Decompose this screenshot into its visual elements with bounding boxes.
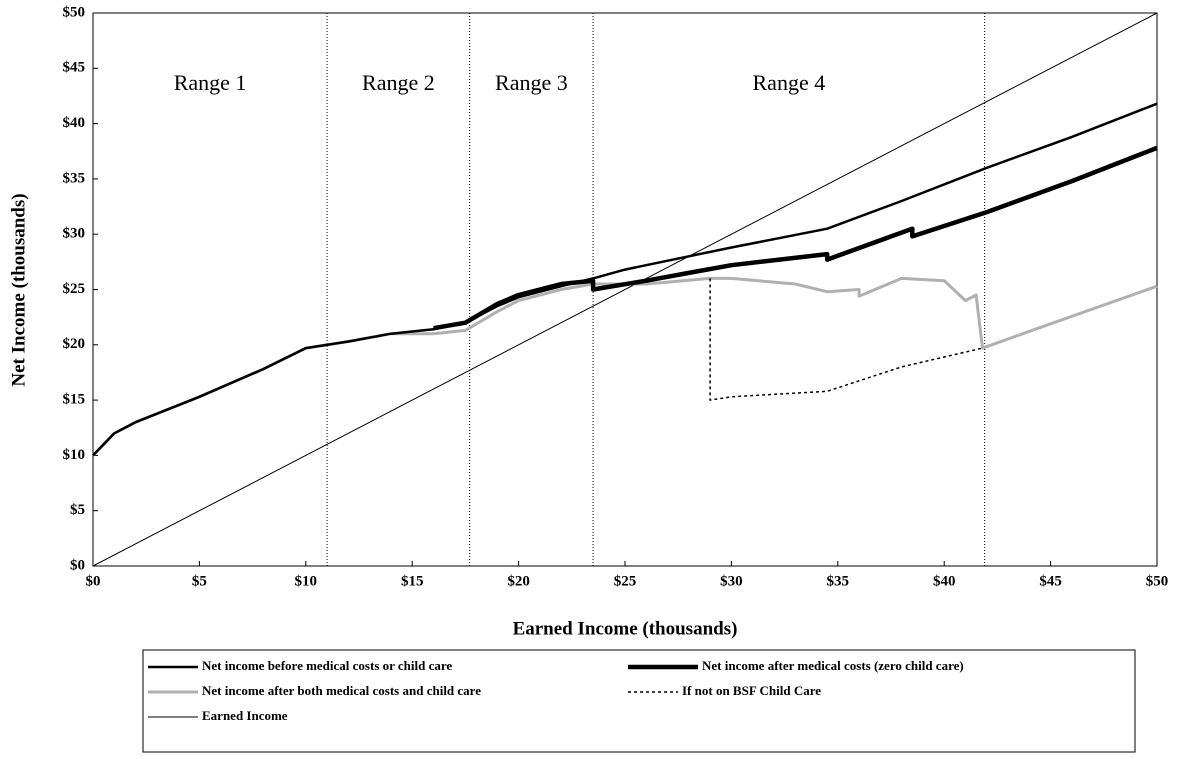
x-tick-label: $10 — [295, 573, 318, 589]
x-tick-label: $30 — [720, 573, 743, 589]
legend-label: If not on BSF Child Care — [682, 683, 821, 698]
x-tick-label: $45 — [1039, 573, 1062, 589]
y-tick-label: $40 — [63, 115, 86, 131]
legend-label: Net income before medical costs or child… — [202, 658, 452, 673]
x-axis-title: Earned Income (thousands) — [513, 618, 738, 639]
x-tick-label: $20 — [507, 573, 530, 589]
series-line — [92, 12, 1158, 567]
y-tick-label: $35 — [63, 170, 86, 186]
range-label: Range 4 — [753, 70, 826, 95]
y-tick-label: $5 — [70, 502, 85, 518]
legend-box — [142, 649, 1136, 753]
y-tick-label: $20 — [63, 336, 86, 352]
range-label: Range 2 — [362, 70, 435, 95]
range-label: Range 1 — [174, 70, 247, 95]
y-tick-label: $25 — [63, 281, 86, 297]
series-line — [92, 102, 1158, 457]
series-line — [91, 276, 1158, 457]
legend-label: Net income after medical costs (zero chi… — [702, 658, 964, 673]
y-tick-label: $10 — [63, 447, 86, 463]
y-tick-label: $50 — [63, 4, 86, 20]
x-tick-label: $35 — [827, 573, 850, 589]
x-tick-label: $0 — [86, 573, 101, 589]
legend-label: Earned Income — [202, 708, 288, 723]
y-axis-title: Net Income (thousands) — [8, 193, 29, 386]
x-tick-label: $5 — [192, 573, 207, 589]
y-tick-label: $15 — [63, 392, 86, 408]
range-label: Range 3 — [495, 70, 568, 95]
y-tick-label: $0 — [70, 557, 85, 573]
legend-label: Net income after both medical costs and … — [202, 683, 481, 698]
x-tick-label: $40 — [933, 573, 956, 589]
y-tick-label: $45 — [63, 60, 86, 76]
series-line — [709, 278, 983, 401]
x-tick-label: $25 — [614, 573, 637, 589]
x-tick-label: $15 — [401, 573, 424, 589]
x-tick-label: $50 — [1146, 573, 1169, 589]
y-tick-label: $30 — [63, 226, 86, 242]
series-line — [433, 145, 1158, 331]
